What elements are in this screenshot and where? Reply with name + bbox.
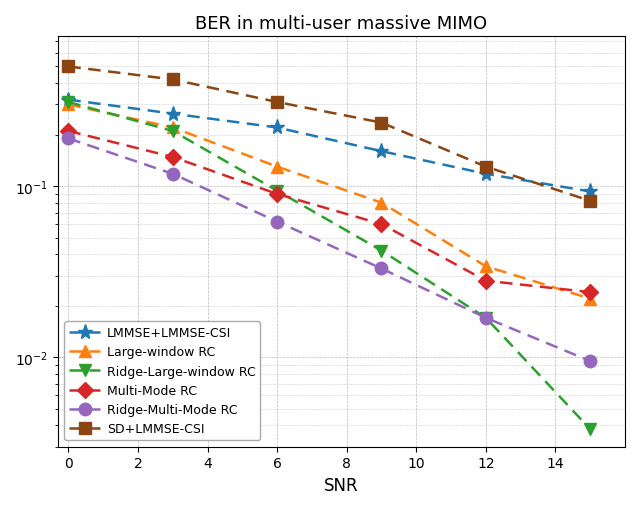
Large-window RC bbox=[273, 164, 281, 171]
Ridge-Multi-Mode RC bbox=[65, 136, 72, 142]
Multi-Mode RC bbox=[586, 290, 594, 296]
X-axis label: SNR: SNR bbox=[324, 476, 359, 494]
Large-window RC bbox=[586, 296, 594, 302]
Ridge-Multi-Mode RC bbox=[169, 172, 177, 178]
LMMSE+LMMSE-CSI bbox=[65, 97, 72, 103]
Line: Multi-Mode RC: Multi-Mode RC bbox=[63, 126, 596, 298]
Multi-Mode RC bbox=[273, 191, 281, 197]
SD+LMMSE-CSI bbox=[169, 77, 177, 83]
SD+LMMSE-CSI bbox=[65, 64, 72, 70]
Ridge-Large-window RC bbox=[65, 100, 72, 106]
Large-window RC bbox=[378, 200, 385, 206]
Multi-Mode RC bbox=[169, 155, 177, 161]
LMMSE+LMMSE-CSI bbox=[273, 125, 281, 131]
Line: Large-window RC: Large-window RC bbox=[62, 99, 596, 305]
LMMSE+LMMSE-CSI bbox=[378, 149, 385, 155]
SD+LMMSE-CSI bbox=[586, 199, 594, 205]
Large-window RC bbox=[65, 102, 72, 108]
Line: SD+LMMSE-CSI: SD+LMMSE-CSI bbox=[63, 62, 596, 207]
Legend: LMMSE+LMMSE-CSI, Large-window RC, Ridge-Large-window RC, Multi-Mode RC, Ridge-Mu: LMMSE+LMMSE-CSI, Large-window RC, Ridge-… bbox=[64, 322, 260, 441]
Line: LMMSE+LMMSE-CSI: LMMSE+LMMSE-CSI bbox=[61, 93, 598, 200]
Large-window RC bbox=[482, 264, 490, 270]
Ridge-Large-window RC bbox=[273, 188, 281, 194]
SD+LMMSE-CSI bbox=[482, 164, 490, 171]
Line: Ridge-Multi-Mode RC: Ridge-Multi-Mode RC bbox=[62, 133, 596, 367]
Ridge-Large-window RC bbox=[586, 426, 594, 432]
Ridge-Large-window RC bbox=[378, 248, 385, 254]
LMMSE+LMMSE-CSI bbox=[169, 111, 177, 118]
SD+LMMSE-CSI bbox=[378, 120, 385, 126]
LMMSE+LMMSE-CSI bbox=[586, 189, 594, 195]
Multi-Mode RC bbox=[65, 129, 72, 135]
Multi-Mode RC bbox=[482, 278, 490, 284]
Ridge-Multi-Mode RC bbox=[273, 219, 281, 225]
Line: Ridge-Large-window RC: Ridge-Large-window RC bbox=[62, 97, 596, 436]
LMMSE+LMMSE-CSI bbox=[482, 172, 490, 178]
Ridge-Large-window RC bbox=[169, 129, 177, 135]
Multi-Mode RC bbox=[378, 221, 385, 228]
Ridge-Large-window RC bbox=[482, 315, 490, 321]
SD+LMMSE-CSI bbox=[273, 100, 281, 106]
Large-window RC bbox=[169, 125, 177, 131]
Ridge-Multi-Mode RC bbox=[586, 358, 594, 364]
Title: BER in multi-user massive MIMO: BER in multi-user massive MIMO bbox=[195, 15, 488, 33]
Ridge-Multi-Mode RC bbox=[378, 266, 385, 272]
Ridge-Multi-Mode RC bbox=[482, 315, 490, 321]
